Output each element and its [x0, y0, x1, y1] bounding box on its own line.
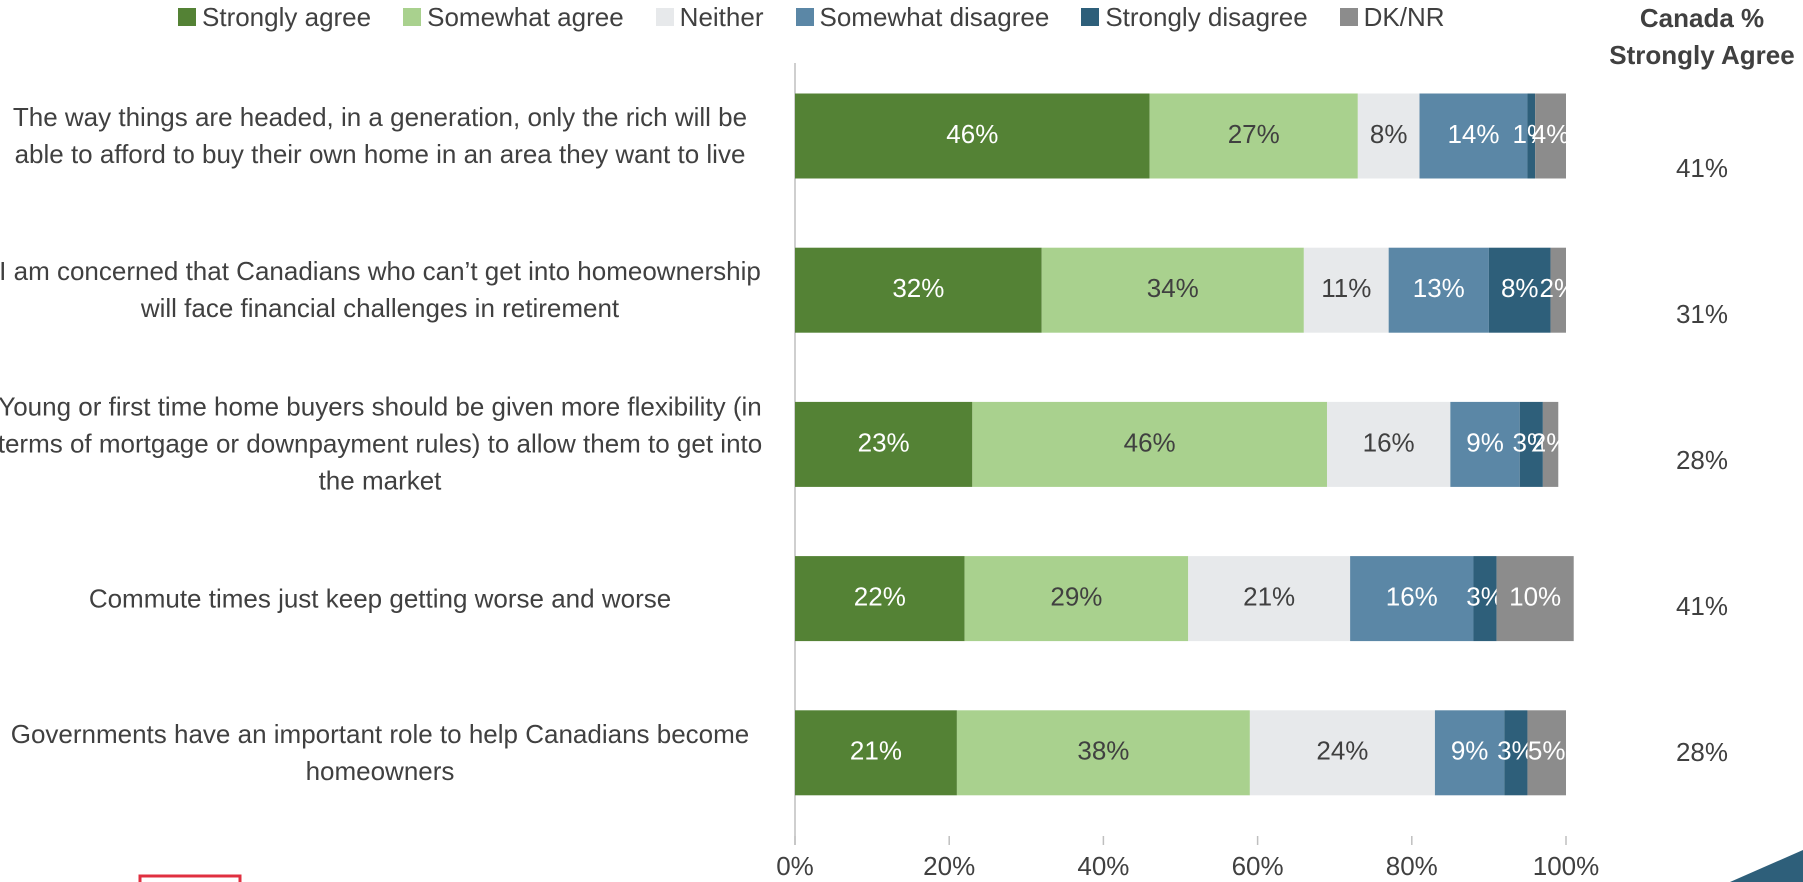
data-label: 21% — [1243, 581, 1295, 611]
bar-segment — [1249, 710, 1435, 796]
legend-label: Strongly agree — [202, 2, 372, 32]
legend-swatch — [1339, 8, 1358, 26]
legend-swatch — [178, 8, 196, 26]
canada-value: 31% — [1676, 299, 1728, 329]
data-label: 24% — [1316, 736, 1368, 766]
legend-swatch — [795, 8, 814, 26]
bar-segment — [1357, 93, 1420, 179]
bar-segment — [1488, 247, 1551, 333]
bar-segment — [1527, 93, 1536, 179]
canada-value: 28% — [1676, 445, 1728, 475]
bar-segment — [1434, 710, 1505, 796]
data-label: 16% — [1386, 581, 1438, 611]
canada-value: 41% — [1676, 153, 1728, 183]
bar-segment — [1388, 247, 1489, 333]
x-tick-label: 0% — [776, 851, 814, 881]
legend-item: Strongly disagree — [1081, 0, 1308, 34]
data-label: 14% — [1447, 119, 1499, 149]
bar-segment — [1149, 93, 1358, 179]
bar-segment — [1496, 556, 1574, 642]
x-tick-label: 80% — [1386, 851, 1438, 881]
data-label: 8% — [1370, 119, 1408, 149]
bar-segment — [964, 556, 1189, 642]
category-label: Governments have an important role to he… — [10, 718, 750, 786]
data-label: 10% — [1509, 581, 1561, 611]
legend-item: Somewhat agree — [403, 0, 624, 34]
bar-segment — [795, 93, 1150, 179]
x-tick-label: 20% — [923, 851, 975, 881]
bar-segment — [1419, 93, 1528, 179]
category-label: Young or first time home buyers should b… — [0, 391, 763, 496]
data-label: 32% — [892, 273, 944, 303]
canada-title: Canada % Strongly Agree — [1609, 3, 1795, 70]
bar-segment — [1550, 247, 1566, 333]
x-tick-label: 100% — [1533, 851, 1600, 881]
data-label: 2% — [1540, 273, 1578, 303]
category-label: I am concerned that Canadians who can’t … — [0, 256, 761, 324]
bar-segment — [1473, 556, 1497, 642]
bar-segment — [1504, 710, 1528, 796]
category-label: Commute times just keep getting worse an… — [88, 583, 672, 614]
category-label: The way things are headed, in a generati… — [12, 102, 748, 169]
decoration — [1730, 850, 1803, 882]
bar-segment — [1188, 556, 1351, 642]
data-label: 9% — [1451, 736, 1489, 766]
legend-item: Strongly agree — [178, 0, 371, 34]
bar-segment — [795, 401, 973, 487]
bar-segment — [795, 247, 1042, 333]
data-label: 2% — [1532, 427, 1570, 457]
legend: Strongly agree Somewhat agree Neither Somew… — [178, 0, 1445, 34]
bar-segment — [1326, 401, 1451, 487]
canada-value: 41% — [1676, 591, 1728, 621]
legend-label: Strongly disagree — [1105, 2, 1308, 32]
x-tick-label: 40% — [1077, 851, 1129, 881]
data-label: 4% — [1532, 119, 1570, 149]
logo-fragment — [138, 874, 242, 882]
data-label: 9% — [1466, 427, 1504, 457]
legend-swatch — [1081, 8, 1100, 26]
legend-item: Neither — [655, 0, 764, 34]
legend-label: Somewhat agree — [427, 2, 624, 32]
data-label: 27% — [1228, 119, 1280, 149]
bar-segment — [795, 710, 957, 796]
bar-segment — [1041, 247, 1304, 333]
bar-segment — [1519, 401, 1543, 487]
data-label: 38% — [1077, 736, 1129, 766]
bar-segment — [956, 710, 1250, 796]
bar-segment — [1542, 401, 1559, 487]
legend-label: Neither — [679, 2, 764, 32]
legend-swatch — [655, 8, 674, 26]
data-label: 22% — [854, 581, 906, 611]
data-label: 16% — [1363, 427, 1415, 457]
data-label: 21% — [850, 736, 902, 766]
bar-segment — [1450, 401, 1520, 487]
data-label: 8% — [1501, 273, 1539, 303]
legend-swatch — [403, 8, 422, 26]
data-label: 46% — [1124, 427, 1176, 457]
legend-label: Somewhat disagree — [819, 2, 1050, 32]
data-label: 46% — [946, 119, 998, 149]
x-tick-label: 60% — [1232, 851, 1284, 881]
data-label: 34% — [1147, 273, 1199, 303]
bar-segment — [1535, 93, 1566, 179]
data-label: 11% — [1321, 273, 1371, 303]
data-label: 23% — [858, 427, 910, 457]
canada-value: 28% — [1676, 737, 1728, 767]
legend-item: Somewhat disagree — [795, 0, 1050, 34]
bar-segment — [1350, 556, 1474, 642]
legend-label: DK/NR — [1363, 2, 1445, 32]
bar-segment — [972, 401, 1327, 487]
bar-segment — [1527, 710, 1566, 796]
data-label: 13% — [1413, 273, 1465, 303]
bar-segment — [795, 556, 965, 642]
legend-item: DK/NR — [1339, 0, 1445, 34]
data-label: 5% — [1528, 736, 1566, 766]
bar-segment — [1303, 247, 1389, 333]
data-label: 29% — [1050, 581, 1102, 611]
